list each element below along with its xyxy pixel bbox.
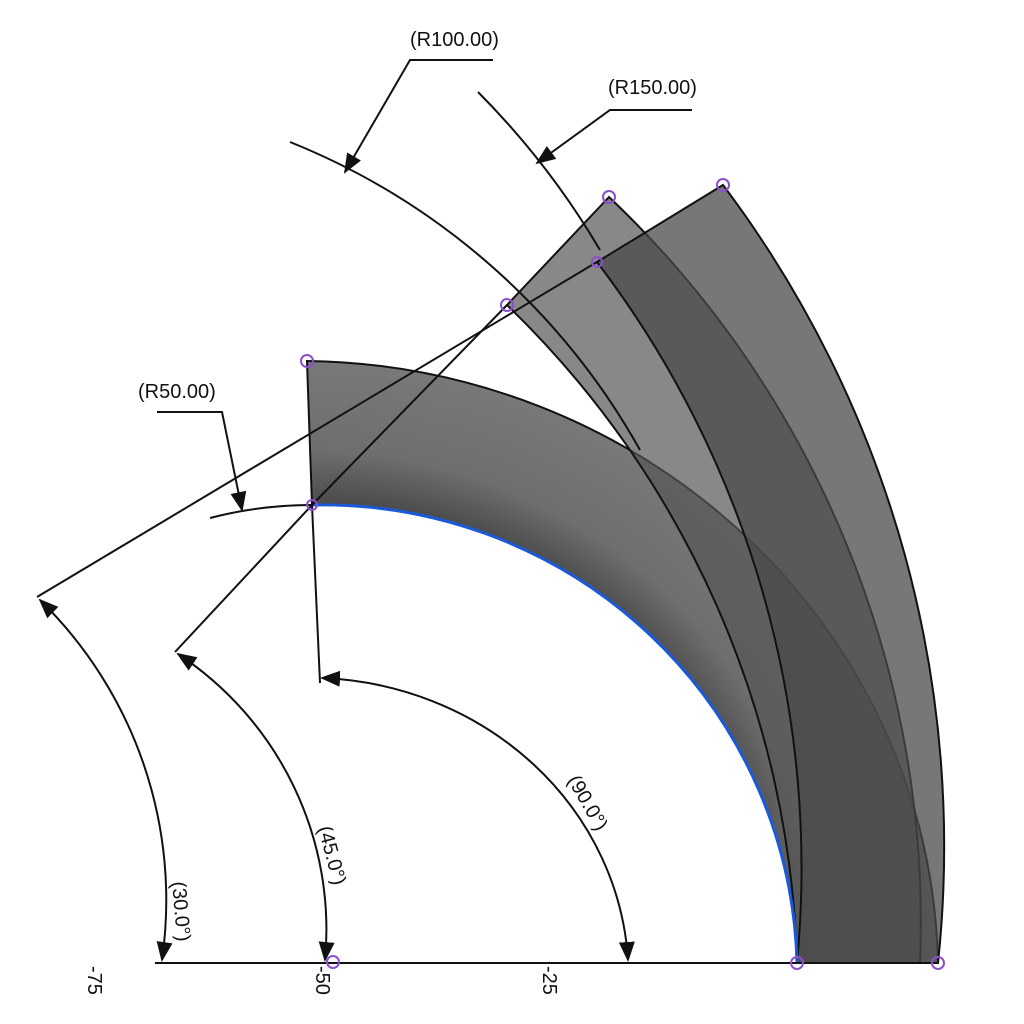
inner-arc [311, 503, 799, 964]
line [36, 261, 598, 598]
axis-label: -75 [83, 966, 105, 995]
radius-label: (R150.00) [608, 77, 697, 99]
points [300, 178, 945, 970]
arc-r150 [477, 91, 601, 251]
radius-label: (R50.00) [138, 381, 216, 403]
line [174, 504, 313, 653]
radius-label: (R100.00) [410, 29, 499, 51]
leader [157, 411, 247, 512]
leader [535, 109, 692, 165]
dim-arc [38, 598, 173, 962]
arc-r50 [209, 504, 313, 519]
axis-label: -25 [538, 966, 560, 995]
band-third [595, 183, 946, 964]
dim-arc [320, 670, 635, 962]
line [311, 304, 508, 506]
angle-label: (30.0°) [167, 881, 194, 943]
line [311, 504, 321, 684]
axis-label: -50 [311, 966, 333, 995]
dim-arc [176, 652, 335, 962]
leader [343, 59, 493, 174]
